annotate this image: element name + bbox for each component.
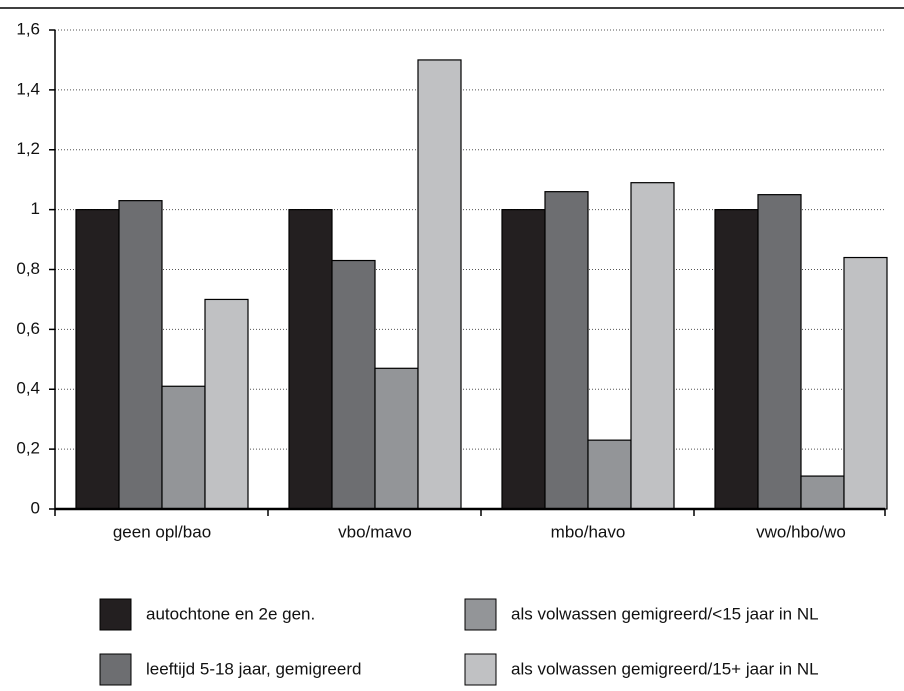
bar bbox=[288, 209, 333, 510]
bar bbox=[374, 367, 419, 510]
legend-label: als volwassen gemigreerd/15+ jaar in NL bbox=[511, 659, 819, 678]
bar bbox=[587, 439, 632, 510]
bar bbox=[800, 475, 845, 510]
x-tick-label: geen opl/bao bbox=[113, 522, 211, 541]
legend-swatch bbox=[464, 653, 497, 686]
bar bbox=[331, 259, 376, 510]
y-tick-label: 0,4 bbox=[16, 379, 40, 398]
bar bbox=[75, 209, 120, 510]
y-tick-label: 0,8 bbox=[16, 259, 40, 278]
bar bbox=[630, 182, 675, 510]
y-tick-label: 0,6 bbox=[16, 319, 40, 338]
bar bbox=[204, 298, 249, 510]
legend-label: leeftijd 5-18 jaar, gemigreerd bbox=[146, 659, 361, 678]
y-tick-label: 1,4 bbox=[16, 79, 40, 98]
bar bbox=[501, 209, 546, 510]
y-tick-label: 1 bbox=[31, 199, 40, 218]
x-tick-label: vbo/mavo bbox=[338, 522, 412, 541]
legend-swatch bbox=[99, 653, 132, 686]
legend-label: autochtone en 2e gen. bbox=[146, 604, 315, 623]
legend-label: als volwassen gemigreerd/<15 jaar in NL bbox=[511, 604, 819, 623]
bar bbox=[544, 191, 589, 510]
y-tick-label: 1,6 bbox=[16, 19, 40, 38]
bar bbox=[843, 256, 888, 510]
legend-swatch bbox=[464, 598, 497, 631]
y-tick-label: 0,2 bbox=[16, 439, 40, 458]
y-tick-label: 0 bbox=[31, 498, 40, 517]
legend-swatch bbox=[99, 598, 132, 631]
x-tick-label: vwo/hbo/wo bbox=[756, 522, 846, 541]
bar bbox=[118, 200, 163, 510]
bar bbox=[757, 194, 802, 510]
x-tick-label: mbo/havo bbox=[551, 522, 626, 541]
bar bbox=[417, 59, 462, 510]
y-tick-label: 1,2 bbox=[16, 139, 40, 158]
bar bbox=[161, 385, 206, 510]
bar bbox=[714, 209, 759, 510]
